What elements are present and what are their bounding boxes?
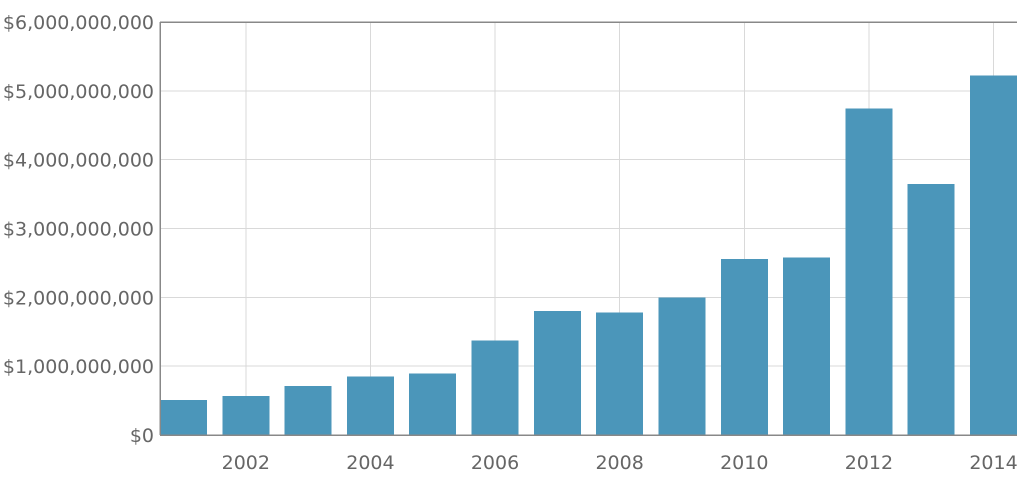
bar-layer — [160, 75, 1017, 435]
y-tick-label: $1,000,000,000 — [3, 356, 154, 378]
bar-2011 — [783, 257, 831, 435]
bar-2008 — [596, 312, 644, 435]
bar-2005 — [409, 373, 457, 435]
bar-2009 — [658, 297, 706, 435]
y-tick-labels: $0 $1,000,000,000 $2,000,000,000 $3,000,000… — [3, 12, 154, 447]
bar-2012 — [845, 108, 893, 435]
bar-2003 — [284, 386, 332, 435]
bar-2001 — [160, 399, 207, 435]
y-tick-label: $5,000,000,000 — [3, 81, 154, 103]
bar-2002 — [222, 395, 270, 435]
y-tick-label: $0 — [130, 425, 154, 447]
x-tick-labels: 2002 2004 2006 2008 2010 2012 2014 — [222, 452, 1018, 474]
bar-2010 — [720, 258, 768, 435]
x-tick-label: 2002 — [222, 452, 270, 474]
bar-2014 — [970, 75, 1017, 435]
x-tick-label: 2006 — [471, 452, 519, 474]
y-tick-label: $3,000,000,000 — [3, 219, 154, 241]
axis-layer — [159, 21, 1017, 436]
bar-2004 — [346, 376, 394, 435]
y-tick-label: $6,000,000,000 — [3, 12, 154, 34]
y-tick-label: $2,000,000,000 — [3, 287, 154, 309]
bar-2013 — [907, 183, 955, 435]
x-tick-label: 2014 — [969, 452, 1017, 474]
bar-2006 — [471, 340, 519, 435]
x-tick-label: 2010 — [720, 452, 768, 474]
y-tick-label: $4,000,000,000 — [3, 150, 154, 172]
x-tick-label: 2004 — [346, 452, 394, 474]
bar-2007 — [533, 311, 581, 435]
x-tick-label: 2008 — [595, 452, 643, 474]
x-tick-label: 2012 — [845, 452, 893, 474]
